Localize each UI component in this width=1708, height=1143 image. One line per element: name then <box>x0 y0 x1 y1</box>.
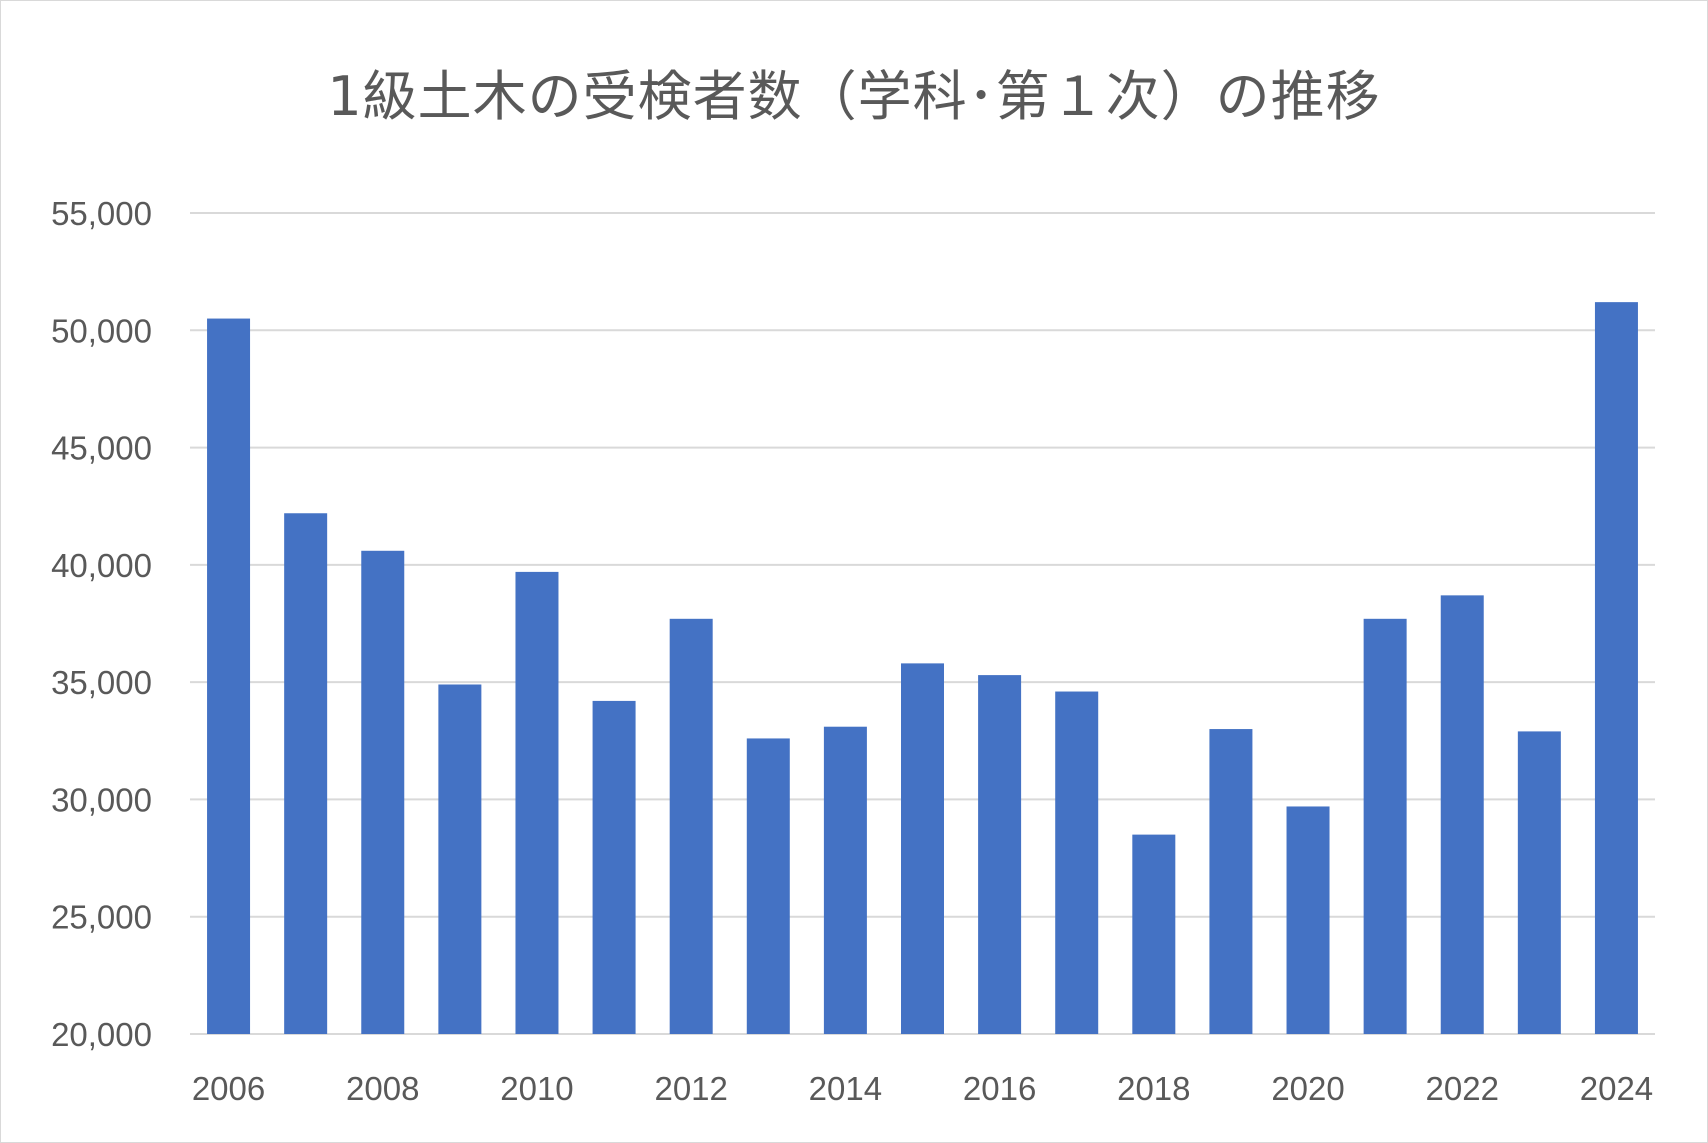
bar-2020 <box>1286 806 1330 1034</box>
bar-2011 <box>592 700 636 1034</box>
bar-2022 <box>1440 595 1484 1034</box>
y-tick-label: 30,000 <box>51 781 152 818</box>
x-tick-label: 2020 <box>1271 1070 1344 1107</box>
y-tick-label: 50,000 <box>51 312 152 349</box>
bar-2008 <box>361 550 405 1034</box>
x-tick-label: 2024 <box>1580 1070 1653 1107</box>
bar-2018 <box>1132 834 1176 1034</box>
y-tick-label: 55,000 <box>51 195 152 232</box>
bar-2023 <box>1517 731 1561 1034</box>
x-tick-label: 2014 <box>809 1070 882 1107</box>
x-tick-label: 2022 <box>1426 1070 1499 1107</box>
y-tick-label: 40,000 <box>51 547 152 584</box>
x-tick-label: 2018 <box>1117 1070 1190 1107</box>
bar-2007 <box>284 513 328 1034</box>
chart-title: 1級土木の受検者数（学科･第１次）の推移 <box>327 65 1381 128</box>
x-tick-label: 2008 <box>346 1070 419 1107</box>
x-tick-label: 2012 <box>654 1070 727 1107</box>
y-tick-label: 45,000 <box>51 430 152 467</box>
bar-2010 <box>515 571 559 1034</box>
bar-2013 <box>746 738 790 1034</box>
bar-2019 <box>1209 729 1253 1034</box>
x-axis-tick-labels: 2006 2008 2010 2012 2014 2016 2018 2020 2022 2024 <box>192 1070 1653 1107</box>
bar-2021 <box>1363 618 1407 1034</box>
bar-2006 <box>207 318 251 1034</box>
bar-2009 <box>438 684 482 1034</box>
y-tick-label: 20,000 <box>51 1016 152 1053</box>
x-tick-label: 2016 <box>963 1070 1036 1107</box>
x-tick-label: 2010 <box>500 1070 573 1107</box>
bar-2012 <box>669 618 713 1034</box>
y-tick-label: 25,000 <box>51 899 152 936</box>
bar-2016 <box>978 675 1022 1034</box>
x-tick-label: 2006 <box>192 1070 265 1107</box>
bars <box>207 302 1638 1034</box>
y-axis-tick-labels: 20,000 25,000 30,000 35,000 40,000 45,000 50,0… <box>51 195 152 1053</box>
y-tick-label: 35,000 <box>51 664 152 701</box>
bar-2015 <box>901 663 944 1034</box>
bar-2024 <box>1594 302 1638 1034</box>
bar-2014 <box>823 726 867 1034</box>
bar-2017 <box>1055 691 1099 1034</box>
